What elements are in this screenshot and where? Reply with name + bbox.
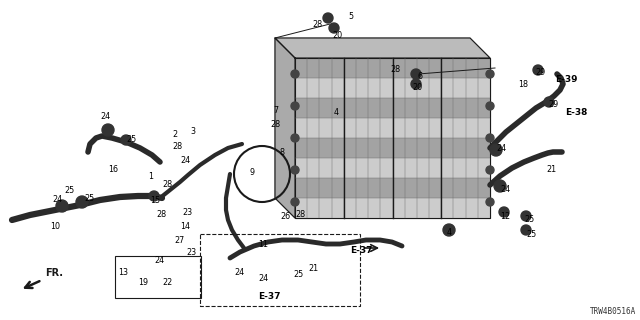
Text: 15: 15 bbox=[150, 196, 160, 205]
Text: E-38: E-38 bbox=[565, 108, 588, 117]
Text: 5: 5 bbox=[348, 12, 353, 21]
Text: 23: 23 bbox=[182, 208, 192, 217]
Circle shape bbox=[499, 207, 509, 217]
Circle shape bbox=[486, 70, 494, 78]
Circle shape bbox=[521, 211, 531, 221]
Text: TRW4B0516A: TRW4B0516A bbox=[589, 307, 636, 316]
Text: 23: 23 bbox=[186, 248, 196, 257]
Circle shape bbox=[102, 124, 114, 136]
Text: 25: 25 bbox=[293, 270, 303, 279]
Text: 25: 25 bbox=[526, 230, 536, 239]
Text: 26: 26 bbox=[280, 212, 290, 221]
Text: 29: 29 bbox=[548, 100, 558, 109]
Text: 13: 13 bbox=[118, 268, 128, 277]
Text: 24: 24 bbox=[52, 195, 62, 204]
Text: 21: 21 bbox=[308, 264, 318, 273]
Polygon shape bbox=[275, 38, 295, 218]
Polygon shape bbox=[275, 38, 490, 58]
Text: 25: 25 bbox=[126, 135, 136, 144]
Polygon shape bbox=[295, 138, 490, 158]
Text: 24: 24 bbox=[100, 112, 110, 121]
Text: 28: 28 bbox=[312, 20, 322, 29]
Circle shape bbox=[486, 166, 494, 174]
Text: 10: 10 bbox=[50, 222, 60, 231]
Text: 20: 20 bbox=[332, 31, 342, 40]
Text: 3: 3 bbox=[190, 127, 195, 136]
Circle shape bbox=[76, 196, 88, 208]
Text: 28: 28 bbox=[172, 142, 182, 151]
Circle shape bbox=[291, 70, 299, 78]
Text: 25: 25 bbox=[524, 215, 534, 224]
Text: E-37: E-37 bbox=[350, 246, 372, 255]
Text: 24: 24 bbox=[500, 185, 510, 194]
Text: 28: 28 bbox=[156, 210, 166, 219]
Text: 7: 7 bbox=[273, 106, 278, 115]
Circle shape bbox=[323, 13, 333, 23]
Text: 22: 22 bbox=[162, 278, 172, 287]
Text: 1: 1 bbox=[148, 172, 153, 181]
Text: 4: 4 bbox=[447, 228, 452, 237]
Text: E-39: E-39 bbox=[555, 75, 577, 84]
Text: 24: 24 bbox=[180, 156, 190, 165]
Circle shape bbox=[521, 225, 531, 235]
Polygon shape bbox=[295, 178, 490, 198]
Text: E-37: E-37 bbox=[258, 292, 280, 301]
Circle shape bbox=[411, 69, 421, 79]
Text: 27: 27 bbox=[174, 236, 184, 245]
Text: 28: 28 bbox=[390, 65, 400, 74]
Text: 24: 24 bbox=[154, 256, 164, 265]
Circle shape bbox=[486, 102, 494, 110]
Text: 19: 19 bbox=[138, 278, 148, 287]
Circle shape bbox=[56, 200, 68, 212]
Text: 25: 25 bbox=[64, 186, 74, 195]
Circle shape bbox=[490, 144, 502, 156]
Text: 29: 29 bbox=[535, 68, 545, 77]
Polygon shape bbox=[295, 58, 490, 78]
Circle shape bbox=[486, 134, 494, 142]
Circle shape bbox=[443, 224, 455, 236]
Circle shape bbox=[544, 97, 554, 107]
Text: FR.: FR. bbox=[45, 268, 63, 278]
Text: 28: 28 bbox=[295, 210, 305, 219]
Text: 11: 11 bbox=[258, 240, 268, 249]
Text: 28: 28 bbox=[270, 120, 280, 129]
Text: 16: 16 bbox=[108, 165, 118, 174]
Text: 4: 4 bbox=[334, 108, 339, 117]
Polygon shape bbox=[295, 98, 490, 118]
Text: 9: 9 bbox=[250, 168, 255, 177]
Circle shape bbox=[121, 135, 131, 145]
Text: 24: 24 bbox=[234, 268, 244, 277]
Circle shape bbox=[486, 198, 494, 206]
Circle shape bbox=[494, 180, 506, 192]
Text: 25: 25 bbox=[84, 194, 94, 203]
Circle shape bbox=[291, 134, 299, 142]
Circle shape bbox=[291, 102, 299, 110]
Circle shape bbox=[533, 65, 543, 75]
Circle shape bbox=[411, 79, 421, 89]
Polygon shape bbox=[295, 58, 490, 218]
Text: 28: 28 bbox=[162, 180, 172, 189]
Text: 21: 21 bbox=[546, 165, 556, 174]
Text: 24: 24 bbox=[496, 144, 506, 153]
Circle shape bbox=[291, 166, 299, 174]
Text: 20: 20 bbox=[412, 83, 422, 92]
Text: 2: 2 bbox=[172, 130, 177, 139]
Text: 24: 24 bbox=[258, 274, 268, 283]
Circle shape bbox=[291, 198, 299, 206]
Circle shape bbox=[329, 23, 339, 33]
Circle shape bbox=[149, 191, 159, 201]
Bar bbox=[200, 234, 360, 306]
Text: 14: 14 bbox=[180, 222, 190, 231]
Bar bbox=[115, 256, 201, 298]
Text: 6: 6 bbox=[418, 72, 423, 81]
Text: 12: 12 bbox=[500, 212, 510, 221]
Text: 18: 18 bbox=[518, 80, 528, 89]
Text: 8: 8 bbox=[280, 148, 285, 157]
